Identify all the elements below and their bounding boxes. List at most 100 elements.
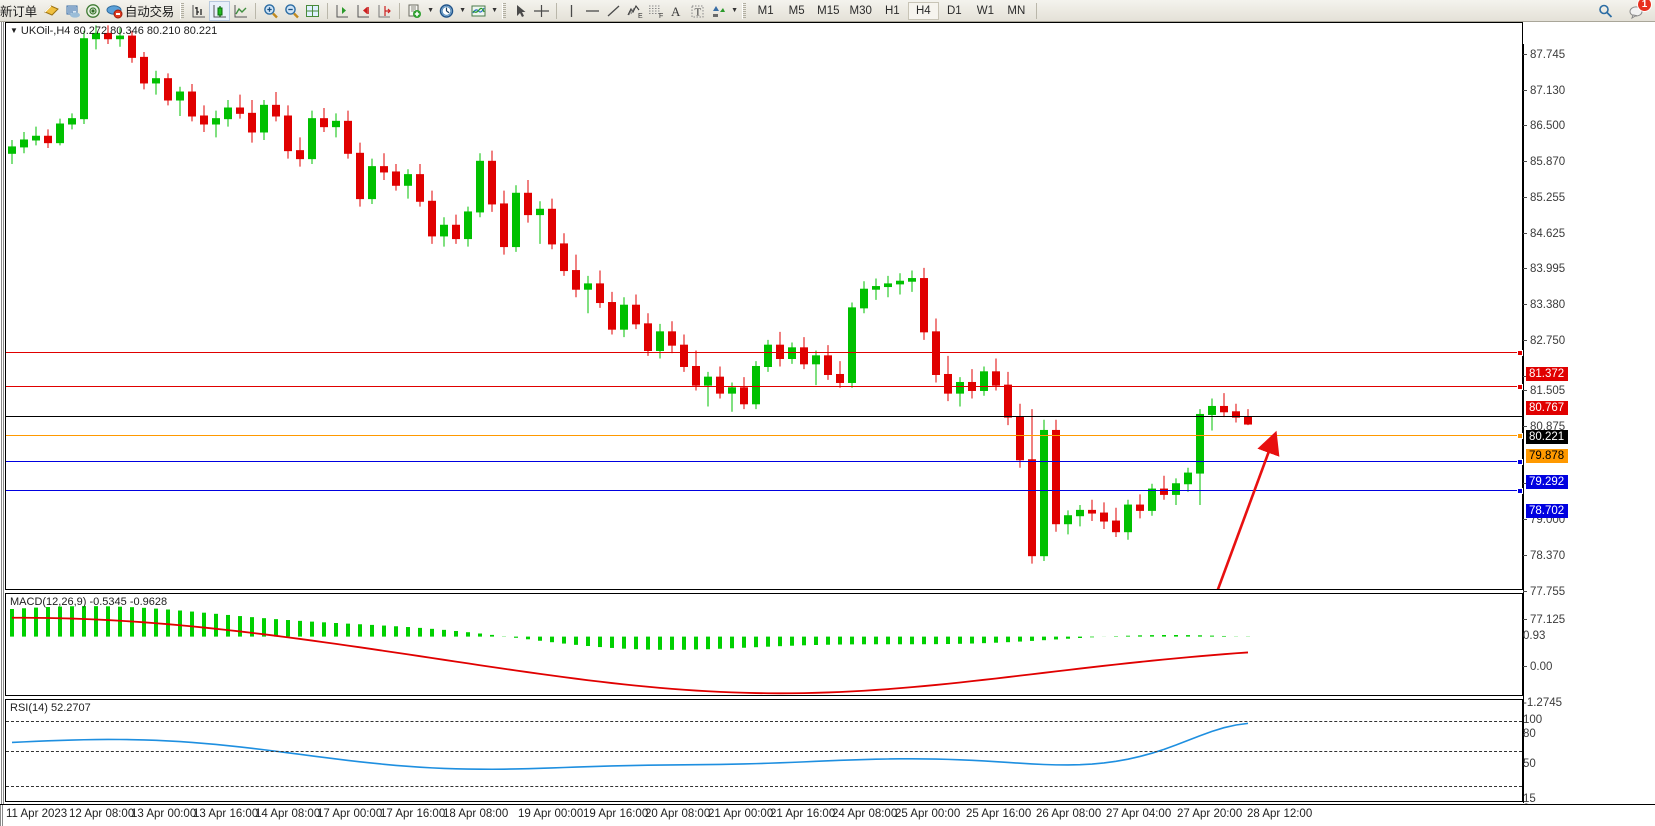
autotrading-icon[interactable] (104, 1, 125, 21)
timeframe-m30[interactable]: M30 (849, 4, 872, 17)
chevron-down-icon[interactable]: ▼ (427, 7, 435, 14)
time-axis[interactable]: 11 Apr 2023 12 Apr 08:00 13 Apr 00:00 13… (0, 804, 1655, 826)
toolbar-separator (556, 2, 558, 19)
price-tick: 87.745 (1523, 49, 1565, 61)
chart-shift-icon[interactable] (374, 1, 395, 21)
rsi-tick: 50 (1523, 758, 1536, 770)
timeframe-m15[interactable]: M15 (817, 4, 840, 17)
trendline-icon[interactable] (603, 1, 624, 21)
horizontal-line-icon[interactable] (582, 1, 603, 21)
candlestick-series (8, 25, 1252, 564)
toolbar-grip[interactable] (742, 2, 747, 19)
macd-pane[interactable]: MACD(12,26,9) -0.5345 -0.9628 (5, 593, 1523, 696)
new-order-button[interactable]: 新订单 (0, 5, 37, 19)
vertical-line-icon[interactable] (561, 1, 582, 21)
time-label: 19 Apr 00:00 (518, 808, 584, 820)
level-line-79878[interactable] (6, 433, 1523, 439)
chevron-down-icon[interactable]: ▼ (731, 7, 739, 14)
rsi-level-50 (6, 751, 1522, 752)
price-tick: 86.500 (1523, 120, 1565, 132)
indicators-icon[interactable] (468, 1, 489, 21)
collapse-icon[interactable]: ▼ (10, 26, 18, 35)
price-axis[interactable]: 87.745 87.130 86.500 85.870 85.255 84.62… (1523, 44, 1655, 826)
chat-icon[interactable]: 1 (1626, 0, 1652, 21)
price-tick: 85.255 (1523, 192, 1565, 204)
template-add-icon[interactable] (404, 1, 425, 21)
rsi-series (11, 722, 1249, 771)
price-pane[interactable]: ▼ UKOil-,H4 80.272 80.346 80.210 80.221 (5, 22, 1523, 590)
price-tag-81372[interactable]: 81.372 (1526, 367, 1569, 381)
cursor-icon[interactable] (510, 1, 531, 21)
zoom-in-icon[interactable] (260, 1, 281, 21)
time-label: 12 Apr 08:00 (69, 808, 135, 820)
timeframe-d1[interactable]: D1 (947, 4, 962, 17)
level-line-78702[interactable] (6, 488, 1523, 494)
tile-windows-icon[interactable] (302, 1, 323, 21)
time-label: 27 Apr 04:00 (1106, 808, 1172, 820)
search-icon[interactable] (1595, 1, 1616, 21)
level-line-79292[interactable] (6, 459, 1523, 465)
timeframe-h1[interactable]: H1 (885, 4, 900, 17)
time-label: 25 Apr 00:00 (895, 808, 961, 820)
chevron-down-icon[interactable]: ▼ (459, 7, 467, 14)
macd-tick: 0.00 (1523, 661, 1552, 673)
price-tag-79292[interactable]: 79.292 (1526, 475, 1569, 489)
text-icon[interactable]: A (666, 1, 687, 21)
bar-chart-icon[interactable] (188, 1, 209, 21)
chevron-down-icon[interactable]: ▼ (491, 7, 499, 14)
svg-text:T: T (695, 6, 702, 18)
price-tag-79878[interactable]: 79.878 (1526, 449, 1569, 463)
time-label: 27 Apr 20:00 (1177, 808, 1243, 820)
chart-area[interactable]: ▼ UKOil-,H4 80.272 80.346 80.210 80.221 (0, 22, 1655, 826)
price-tick: 83.995 (1523, 263, 1565, 275)
time-label: 20 Apr 08:00 (645, 808, 711, 820)
price-tick: 84.625 (1523, 228, 1565, 240)
rsi-tick: 80 (1523, 728, 1536, 740)
timeframe-h4[interactable]: H4 (907, 1, 939, 20)
market-watch-icon[interactable] (62, 1, 83, 21)
toolbar-grip[interactable] (180, 2, 185, 19)
time-axis-grip[interactable] (0, 805, 3, 826)
svg-text:F: F (659, 13, 663, 19)
price-tag-80767[interactable]: 80.767 (1526, 401, 1569, 415)
price-tick: 77.125 (1523, 614, 1565, 626)
price-tick: 77.755 (1523, 586, 1565, 598)
candlestick-chart-icon[interactable] (209, 0, 231, 21)
auto-scroll-icon[interactable] (332, 1, 353, 21)
time-label: 24 Apr 08:00 (832, 808, 898, 820)
toolbar-grip[interactable] (502, 2, 507, 19)
price-tag-78702[interactable]: 78.702 (1526, 504, 1569, 518)
macd-tick: 0.93 (1523, 630, 1546, 642)
line-chart-icon[interactable] (230, 1, 251, 21)
timeframe-w1[interactable]: W1 (976, 4, 994, 17)
rsi-tick: 100 (1523, 714, 1543, 726)
zoom-out-icon[interactable] (281, 1, 302, 21)
chat-badge: 1 (1637, 0, 1652, 12)
level-line-80767[interactable] (6, 384, 1523, 390)
shift-end-icon[interactable] (353, 1, 374, 21)
fibonacci-icon[interactable]: F (645, 1, 666, 21)
time-label: 11 Apr 2023 (6, 808, 68, 820)
svg-text:E: E (638, 13, 643, 19)
crosshair-icon[interactable] (531, 1, 552, 21)
shapes-icon[interactable] (708, 1, 729, 21)
level-line-81372[interactable] (6, 350, 1523, 356)
navigator-icon[interactable] (83, 1, 104, 21)
timeframe-m5[interactable]: M5 (788, 4, 805, 17)
chart-splitter-left[interactable] (0, 22, 4, 804)
rsi-pane[interactable]: RSI(14) 52.2707 (5, 699, 1523, 802)
price-tick: 81.505 (1523, 385, 1565, 397)
time-label: 13 Apr 00:00 (131, 808, 197, 820)
text-label-icon[interactable]: T (687, 1, 708, 21)
price-tick: 78.370 (1523, 550, 1565, 562)
level-line-80221 (6, 416, 1522, 417)
timeframe-m1[interactable]: M1 (757, 4, 774, 17)
price-tick: 87.130 (1523, 85, 1565, 97)
period-clock-icon[interactable] (436, 1, 457, 21)
autotrading-button[interactable]: 自动交易 (124, 5, 175, 19)
profile-icon[interactable] (41, 1, 62, 21)
elliott-wave-icon[interactable]: E (624, 1, 645, 21)
macd-tick: -1.2745 (1523, 697, 1563, 709)
timeframe-mn[interactable]: MN (1007, 4, 1026, 17)
